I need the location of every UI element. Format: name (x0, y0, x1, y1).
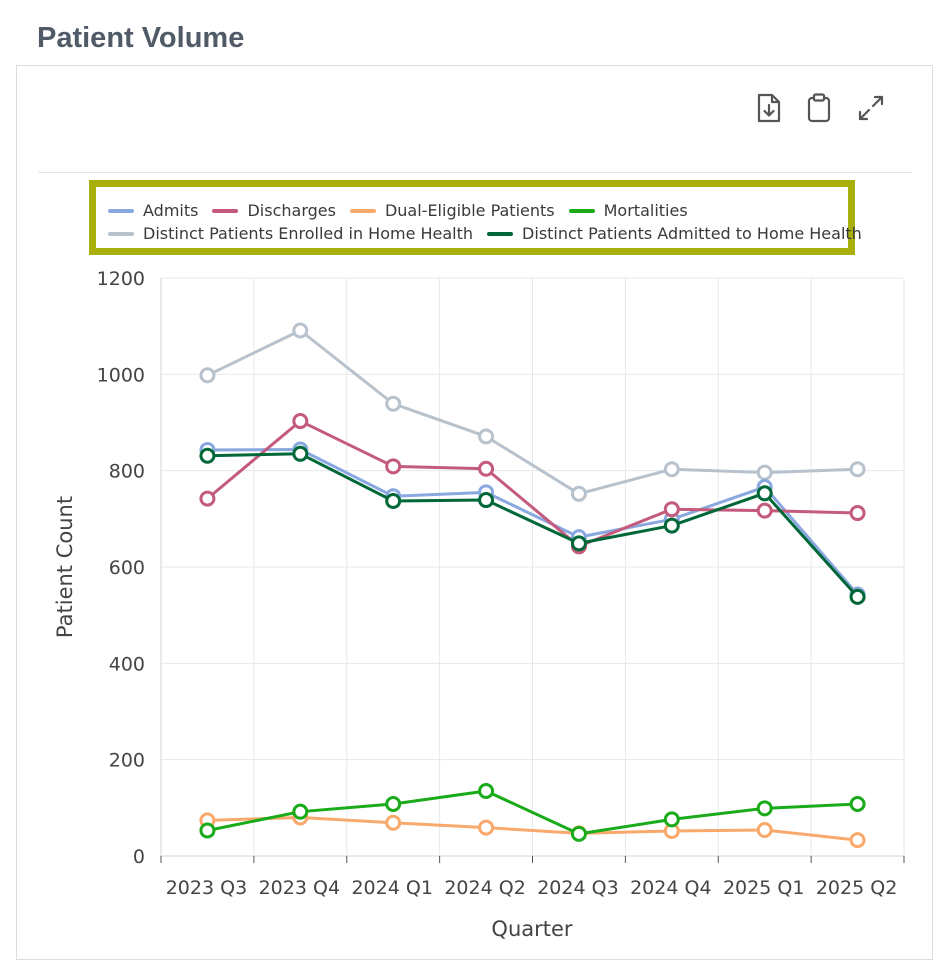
toolbar-divider (38, 172, 913, 173)
legend-swatch (108, 208, 134, 213)
expand-icon[interactable] (855, 92, 887, 124)
download-icon[interactable] (755, 92, 783, 124)
legend-item-distinct-patients-enrolled-in-home-health[interactable]: Distinct Patients Enrolled in Home Healt… (108, 224, 473, 243)
legend-item-discharges[interactable]: Discharges (212, 201, 336, 220)
legend-label: Dual-Eligible Patients (384, 201, 555, 220)
legend-swatch (487, 231, 514, 236)
legend-label: Mortalities (603, 201, 688, 220)
legend-item-dual-eligible-patients[interactable]: Dual-Eligible Patients (349, 201, 555, 220)
legend-row: Admits Discharges Dual-Eligible Patients Mo… (108, 201, 702, 220)
legend-row: Distinct Patients Enrolled in Home Healt… (108, 224, 876, 243)
clipboard-icon[interactable] (805, 92, 833, 124)
legend-swatch (212, 208, 239, 213)
page-title: Patient Volume (37, 22, 245, 54)
legend-item-mortalities[interactable]: Mortalities (568, 201, 688, 220)
legend-swatch (568, 208, 595, 213)
legend-item-admits[interactable]: Admits (108, 201, 198, 220)
legend-label: Distinct Patients Admitted to Home Healt… (522, 224, 862, 243)
legend-item-distinct-patients-admitted-to-home-health[interactable]: Distinct Patients Admitted to Home Healt… (487, 224, 862, 243)
legend-swatch (349, 208, 376, 213)
legend-label: Discharges (247, 201, 336, 220)
chart-legend: Admits Discharges Dual-Eligible Patients Mo… (89, 180, 862, 255)
legend-label: Distinct Patients Enrolled in Home Healt… (143, 224, 474, 243)
legend-swatch (108, 231, 134, 236)
legend-label: Admits (143, 201, 199, 220)
